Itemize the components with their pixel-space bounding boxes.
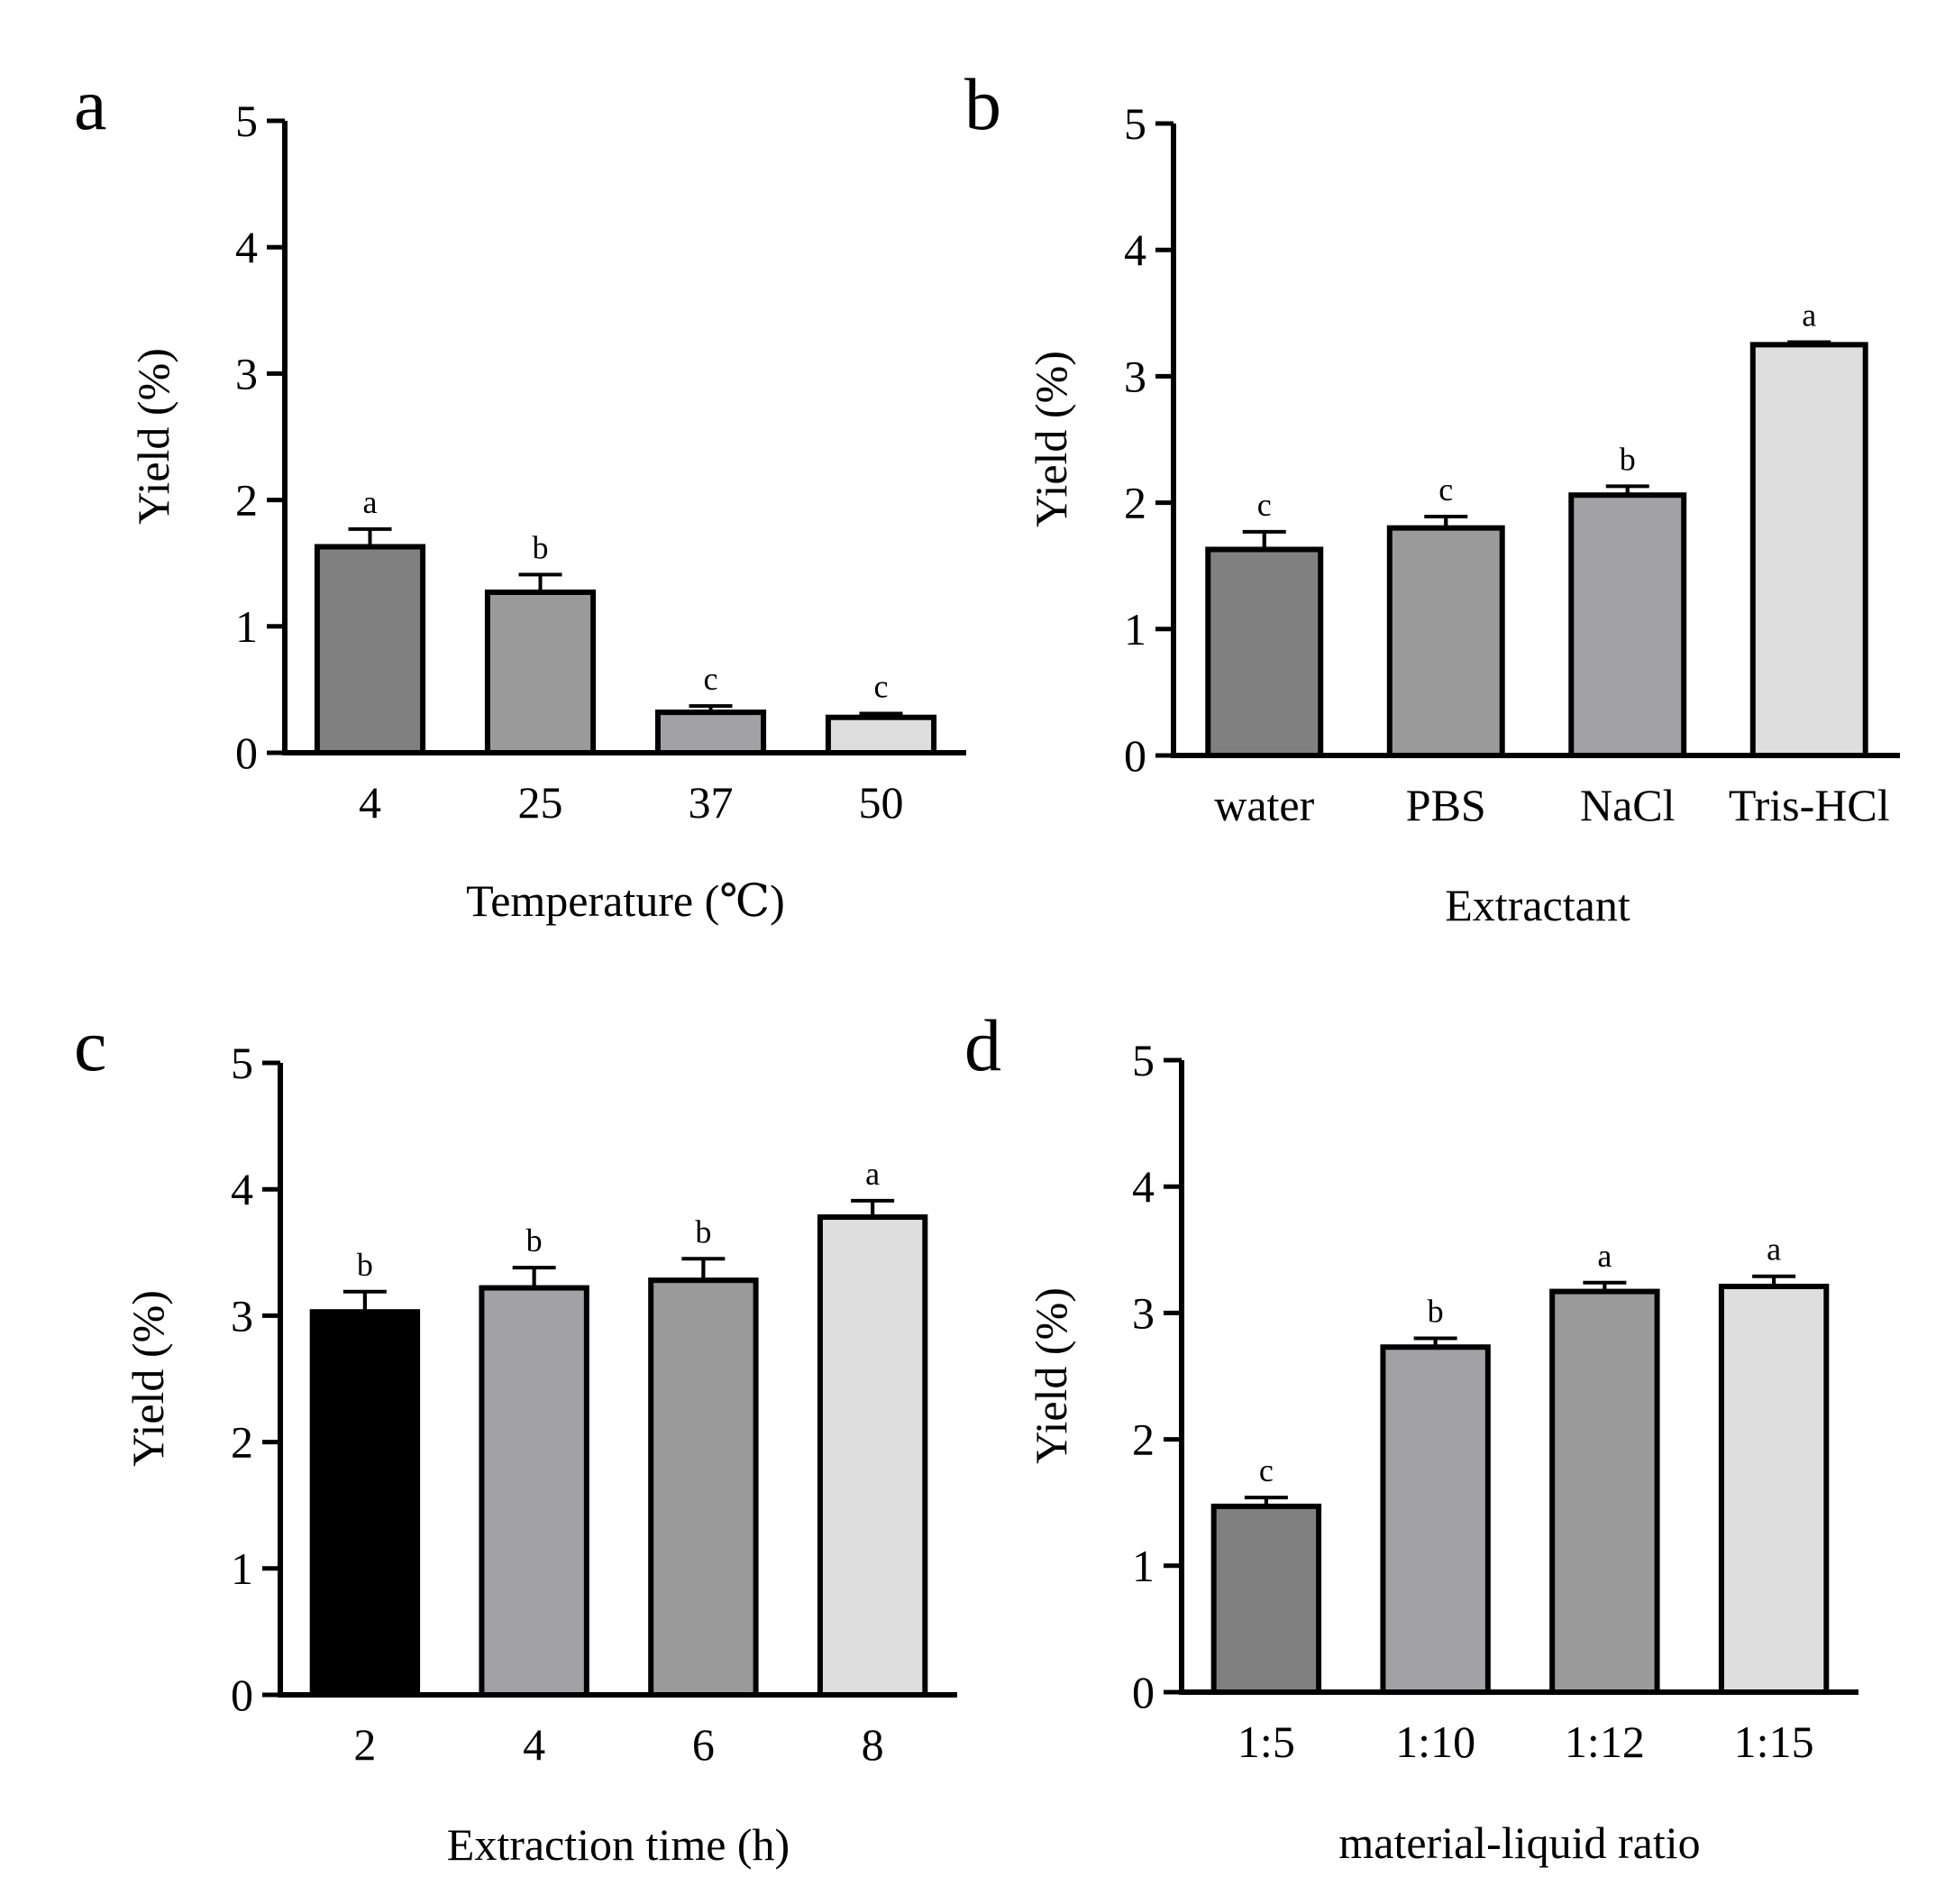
bar	[1549, 1288, 1660, 1696]
panel-label-a: a	[74, 63, 106, 145]
significance-label: b	[1428, 1293, 1444, 1329]
significance-label: c	[874, 669, 889, 705]
panel-a: a 0 1 2 3 4 5 a 4 b 25 c 37 c 50 Yield (%) Temperatur…	[74, 63, 966, 926]
bar	[654, 709, 767, 755]
x-tick-label: 50	[859, 777, 904, 828]
y-tick-label: 4	[235, 222, 258, 272]
y-axis-label: Yield (%)	[123, 1290, 173, 1467]
significance-label: a	[363, 484, 378, 520]
bar	[479, 1285, 589, 1698]
y-tick-label: 3	[1132, 1287, 1155, 1338]
x-axis-label: Extraction time (h)	[447, 1819, 790, 1870]
y-tick-label: 2	[231, 1417, 253, 1468]
x-tick-label: 6	[692, 1719, 715, 1770]
bar	[825, 714, 937, 756]
x-tick-label: 25	[518, 777, 563, 828]
y-axis-label: Yield (%)	[1026, 351, 1076, 527]
x-tick-label: 4	[359, 777, 381, 828]
x-tick-label: PBS	[1406, 780, 1486, 830]
y-tick-label: 5	[235, 96, 258, 146]
y-tick-label: 5	[231, 1038, 253, 1088]
x-tick-label: 37	[689, 777, 734, 828]
panel-d: d 0 1 2 3 4 5 c 1:5 b 1:10 a 1:12 a 1:15 Yield (%) ma…	[964, 1004, 1858, 1868]
bar	[1718, 1283, 1830, 1695]
significance-label: b	[357, 1247, 373, 1283]
panel-label-d: d	[964, 1004, 1001, 1086]
x-tick-label: 1:10	[1395, 1716, 1475, 1767]
chart-d: 0 1 2 3 4 5 c 1:5 b 1:10 a 1:12 a 1:15	[1132, 1035, 1858, 1767]
bar	[1568, 492, 1687, 758]
y-tick-label: 3	[1124, 351, 1146, 401]
significance-label: c	[1259, 1452, 1274, 1488]
bar	[314, 544, 426, 755]
x-tick-label: 1:5	[1237, 1716, 1295, 1767]
y-tick-label: 0	[1132, 1667, 1155, 1717]
y-tick-label: 1	[1132, 1541, 1155, 1591]
x-axis-label: material-liquid ratio	[1338, 1817, 1700, 1868]
y-tick-label: 1	[1124, 604, 1146, 654]
significance-label: a	[1802, 298, 1816, 334]
x-axis-label: Temperature (℃)	[466, 875, 785, 926]
y-tick-label: 4	[231, 1164, 253, 1214]
significance-label: b	[695, 1213, 711, 1250]
significance-label: a	[1597, 1238, 1612, 1274]
y-tick-label: 2	[1124, 478, 1146, 528]
significance-label: b	[526, 1222, 543, 1259]
bar	[1205, 546, 1324, 758]
significance-label: c	[1257, 487, 1272, 523]
y-axis-label: Yield (%)	[1026, 1287, 1076, 1464]
bar	[648, 1277, 759, 1698]
y-tick-label: 1	[235, 601, 258, 652]
significance-label: a	[1767, 1231, 1781, 1268]
y-tick-label: 4	[1124, 224, 1146, 275]
y-tick-label: 1	[231, 1543, 253, 1594]
x-tick-label: 8	[862, 1719, 884, 1770]
bar	[1386, 525, 1505, 759]
bar	[1749, 342, 1868, 758]
y-tick-label: 5	[1132, 1035, 1155, 1085]
y-tick-label: 3	[235, 348, 258, 398]
y-tick-label: 2	[1132, 1414, 1155, 1465]
y-tick-label: 0	[235, 728, 258, 778]
significance-label: b	[533, 529, 549, 565]
significance-label: c	[704, 661, 718, 697]
bar	[1380, 1344, 1491, 1696]
y-axis-label: Yield (%)	[128, 348, 178, 525]
panel-label-b: b	[964, 63, 1001, 145]
x-tick-label: 4	[523, 1719, 545, 1770]
bar	[817, 1214, 928, 1698]
bar	[484, 589, 597, 755]
panel-c: c 0 1 2 3 4 5 b 2 b 4 b 6 a 8 Yield (%) Extraction ti…	[74, 1004, 957, 1870]
x-tick-label: 2	[353, 1719, 376, 1770]
significance-label: a	[865, 1156, 880, 1192]
y-tick-label: 4	[1132, 1161, 1155, 1212]
bar	[309, 1309, 421, 1698]
significance-label: c	[1438, 471, 1453, 508]
x-tick-label: water	[1214, 780, 1314, 830]
significance-label: b	[1620, 441, 1636, 477]
y-tick-label: 0	[231, 1670, 253, 1720]
x-tick-label: 1:15	[1734, 1716, 1814, 1767]
x-tick-label: Tris-HCl	[1729, 780, 1890, 830]
y-tick-label: 0	[1124, 730, 1146, 781]
y-tick-label: 5	[1124, 98, 1146, 149]
y-tick-label: 2	[235, 475, 258, 526]
bar	[1210, 1503, 1322, 1695]
panel-b: b 0 1 2 3 4 5 c water c PBS b NaCl a Tris-HCl Yield (…	[964, 63, 1900, 930]
panel-label-c: c	[74, 1004, 106, 1086]
chart-a: 0 1 2 3 4 5 a 4 b 25 c 37 c 50	[235, 96, 966, 828]
x-tick-label: 1:12	[1565, 1716, 1645, 1767]
x-tick-label: NaCl	[1580, 780, 1676, 830]
x-axis-label: Extractant	[1445, 880, 1630, 930]
y-tick-label: 3	[231, 1290, 253, 1341]
chart-c: 0 1 2 3 4 5 b 2 b 4 b 6 a 8	[231, 1038, 957, 1770]
chart-b: 0 1 2 3 4 5 c water c PBS b NaCl a Tris-HCl	[1124, 98, 1900, 830]
